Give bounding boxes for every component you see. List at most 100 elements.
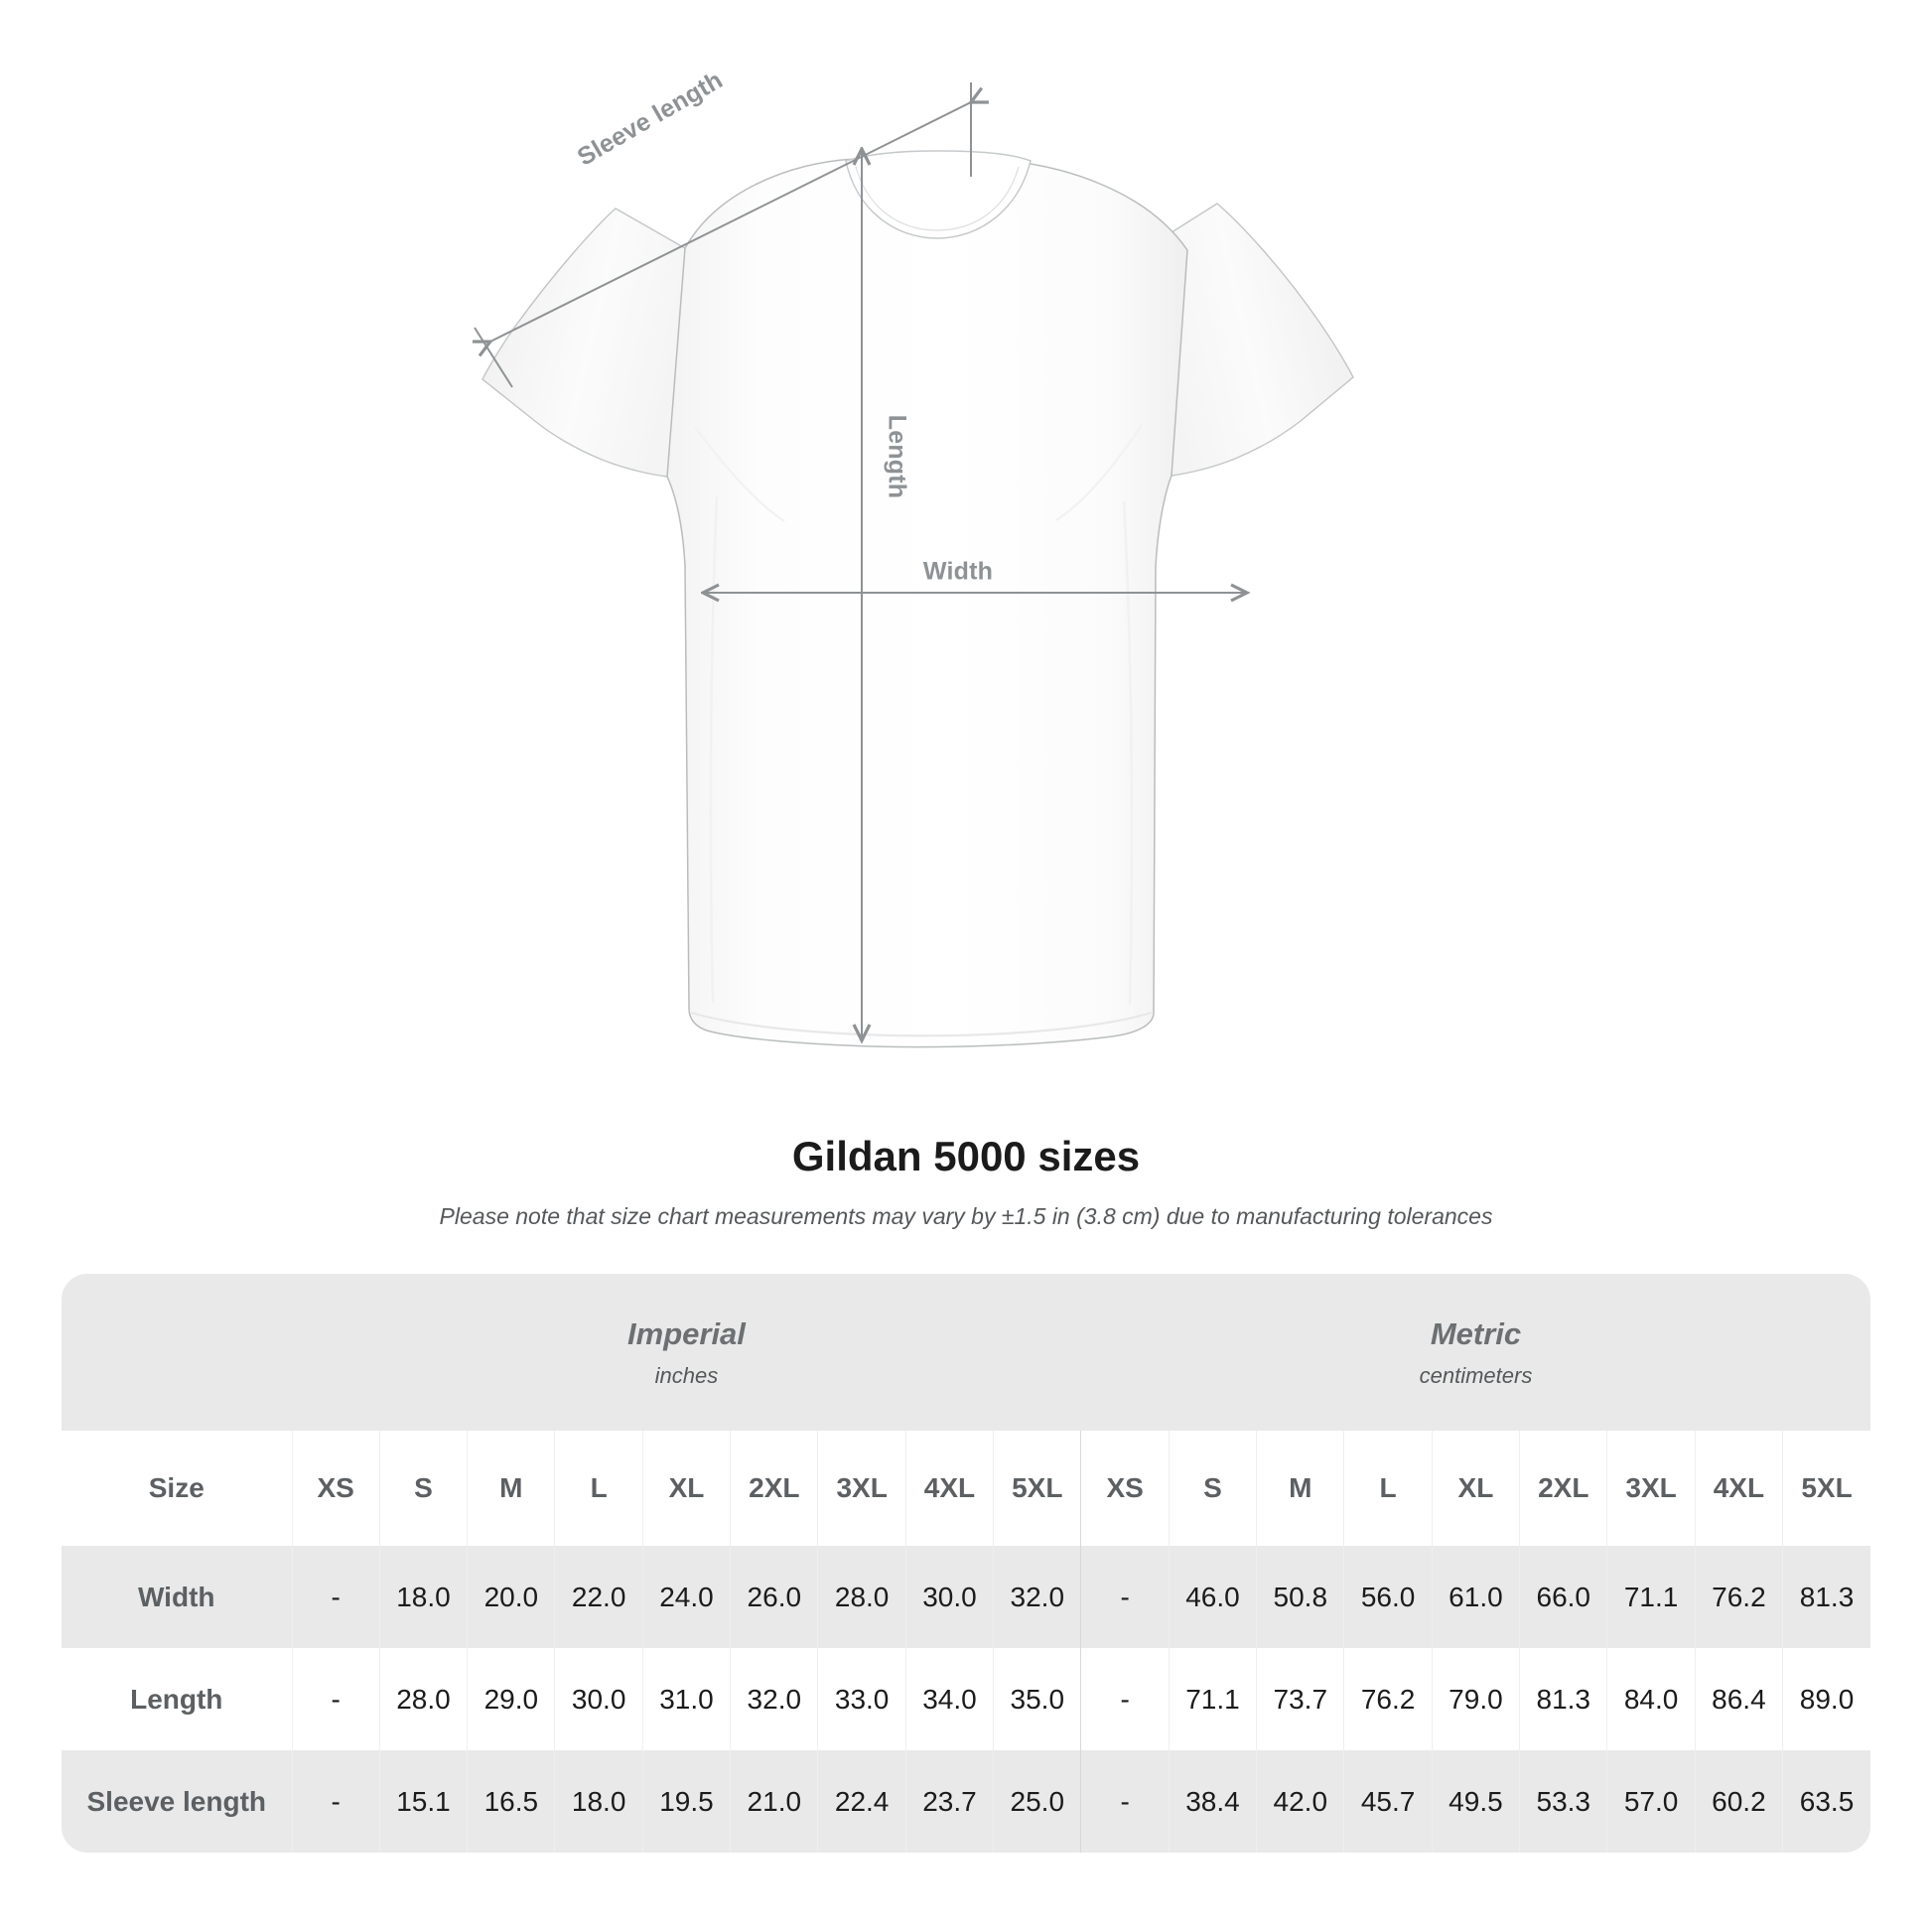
- cell-value: 53.3: [1536, 1785, 1591, 1817]
- table-row: Sleeve length - 15.1 16.5 18.0 19.5 21.0 22.4 23…: [62, 1750, 1870, 1853]
- size-header-text: XL: [668, 1472, 705, 1503]
- cell-value: 61.0: [1449, 1581, 1503, 1612]
- size-header-L-imperial: L: [554, 1431, 643, 1546]
- cell-value: 16.5: [483, 1785, 539, 1817]
- cell-value: 19.5: [659, 1785, 714, 1817]
- size-header-text: 2XL: [1538, 1472, 1589, 1503]
- cell-value: 22.0: [571, 1581, 626, 1612]
- cell-width-metric-L: 56.0: [1343, 1546, 1433, 1648]
- size-header-text: L: [590, 1472, 608, 1503]
- cell-value: 28.0: [834, 1581, 890, 1612]
- size-header-XS-metric: XS: [1080, 1431, 1170, 1546]
- cell-value: 18.0: [396, 1581, 451, 1612]
- cell-sleeve-length-imperial-S: 15.1: [378, 1750, 468, 1853]
- size-header-XS-imperial: XS: [291, 1431, 380, 1546]
- unit-row-spacer: [62, 1274, 292, 1431]
- row-header-width: Width: [62, 1546, 292, 1648]
- row-header-length: Length: [62, 1648, 292, 1750]
- cell-sleeve-length-imperial-5XL: 25.0: [993, 1750, 1081, 1853]
- cell-value: 22.4: [834, 1785, 890, 1817]
- size-column-header: Size: [62, 1431, 292, 1546]
- cell-value: 38.4: [1185, 1785, 1240, 1817]
- row-header-text: Length: [130, 1683, 223, 1715]
- size-header-4XL-imperial: 4XL: [904, 1431, 994, 1546]
- cell-value: 42.0: [1273, 1785, 1328, 1817]
- sleeve-dimension-line: [488, 102, 971, 343]
- cell-value: 63.5: [1799, 1785, 1855, 1817]
- cell-value: 30.0: [571, 1683, 626, 1715]
- cell-width-imperial-4XL: 30.0: [904, 1546, 994, 1648]
- cell-sleeve-length-imperial-2XL: 21.0: [730, 1750, 818, 1853]
- cell-value: -: [331, 1785, 341, 1817]
- cell-sleeve-length-metric-M: 42.0: [1256, 1750, 1344, 1853]
- cell-value: 79.0: [1449, 1683, 1503, 1715]
- size-header-text: 5XL: [1801, 1472, 1853, 1503]
- length-label: Length: [883, 414, 911, 499]
- cell-value: 45.7: [1360, 1785, 1416, 1817]
- cell-value: 46.0: [1185, 1581, 1240, 1612]
- cell-value: 71.1: [1185, 1683, 1240, 1715]
- cell-length-imperial-M: 29.0: [467, 1648, 555, 1750]
- size-header-text: 4XL: [923, 1472, 976, 1503]
- cell-sleeve-length-imperial-L: 18.0: [554, 1750, 643, 1853]
- cell-width-metric-M: 50.8: [1256, 1546, 1344, 1648]
- size-header-text: 3XL: [1625, 1472, 1677, 1503]
- cell-value: -: [331, 1581, 341, 1612]
- cell-value: 26.0: [747, 1581, 802, 1612]
- cell-sleeve-length-metric-L: 45.7: [1343, 1750, 1433, 1853]
- cell-length-imperial-L: 30.0: [554, 1648, 643, 1750]
- cell-value: -: [331, 1683, 341, 1715]
- cell-value: 34.0: [922, 1683, 977, 1715]
- cell-length-imperial-S: 28.0: [378, 1648, 468, 1750]
- cell-length-metric-S: 71.1: [1168, 1648, 1257, 1750]
- cell-value: 33.0: [834, 1683, 890, 1715]
- cell-length-imperial-4XL: 34.0: [904, 1648, 994, 1750]
- size-header-XL-metric: XL: [1431, 1431, 1520, 1546]
- dimension-lines: [475, 82, 1247, 1040]
- cell-value: -: [1120, 1683, 1130, 1715]
- size-header-text: 3XL: [836, 1472, 888, 1503]
- size-header-S-imperial: S: [378, 1431, 468, 1546]
- cell-width-imperial-XS: -: [291, 1546, 380, 1648]
- cell-sleeve-length-imperial-4XL: 23.7: [904, 1750, 994, 1853]
- unit-subtitle: centimeters: [1419, 1363, 1533, 1389]
- table-row: Length - 28.0 29.0 30.0 31.0 32.0 33.0 34.0 35.0 -…: [62, 1648, 1870, 1750]
- cell-length-imperial-3XL: 33.0: [817, 1648, 906, 1750]
- size-header-text: S: [1203, 1472, 1222, 1503]
- size-header-4XL-metric: 4XL: [1694, 1431, 1783, 1546]
- size-header-text: XL: [1457, 1472, 1494, 1503]
- cell-value: 29.0: [483, 1683, 539, 1715]
- cell-length-metric-5XL: 89.0: [1782, 1648, 1870, 1750]
- row-header-text: Width: [138, 1581, 215, 1612]
- cell-sleeve-length-imperial-XL: 19.5: [641, 1750, 731, 1853]
- cell-sleeve-length-imperial-XS: -: [291, 1750, 380, 1853]
- cell-value: 15.1: [396, 1785, 451, 1817]
- cell-width-metric-XL: 61.0: [1431, 1546, 1520, 1648]
- unit-name: Imperial: [627, 1315, 746, 1351]
- sleeve-tick-left: [474, 327, 513, 388]
- unit-header-cell-imperial: Imperial inches: [292, 1274, 1081, 1431]
- cell-value: 30.0: [922, 1581, 977, 1612]
- size-header-text: XS: [317, 1472, 354, 1503]
- unit-name: Metric: [1430, 1315, 1522, 1351]
- cell-width-imperial-2XL: 26.0: [730, 1546, 818, 1648]
- cell-value: 31.0: [659, 1683, 714, 1715]
- cell-sleeve-length-metric-XL: 49.5: [1431, 1750, 1520, 1853]
- cell-value: -: [1120, 1785, 1130, 1817]
- cell-sleeve-length-imperial-3XL: 22.4: [817, 1750, 906, 1853]
- cell-width-imperial-XL: 24.0: [641, 1546, 731, 1648]
- table-row: Width - 18.0 20.0 22.0 24.0 26.0 28.0 30.0 32.0 - 4…: [62, 1546, 1870, 1648]
- cell-value: 81.3: [1536, 1683, 1591, 1715]
- cell-value: 89.0: [1799, 1683, 1855, 1715]
- cell-value: 24.0: [659, 1581, 714, 1612]
- cell-width-metric-3XL: 71.1: [1606, 1546, 1696, 1648]
- cell-value: 18.0: [571, 1785, 626, 1817]
- unit-header-cell-metric: Metric centimeters: [1080, 1274, 1870, 1431]
- cell-length-metric-3XL: 84.0: [1606, 1648, 1696, 1750]
- cell-width-metric-5XL: 81.3: [1782, 1546, 1870, 1648]
- cell-value: 25.0: [1010, 1785, 1065, 1817]
- cell-sleeve-length-metric-2XL: 53.3: [1519, 1750, 1607, 1853]
- cell-value: 71.1: [1623, 1581, 1679, 1612]
- size-header-text: XS: [1106, 1472, 1144, 1503]
